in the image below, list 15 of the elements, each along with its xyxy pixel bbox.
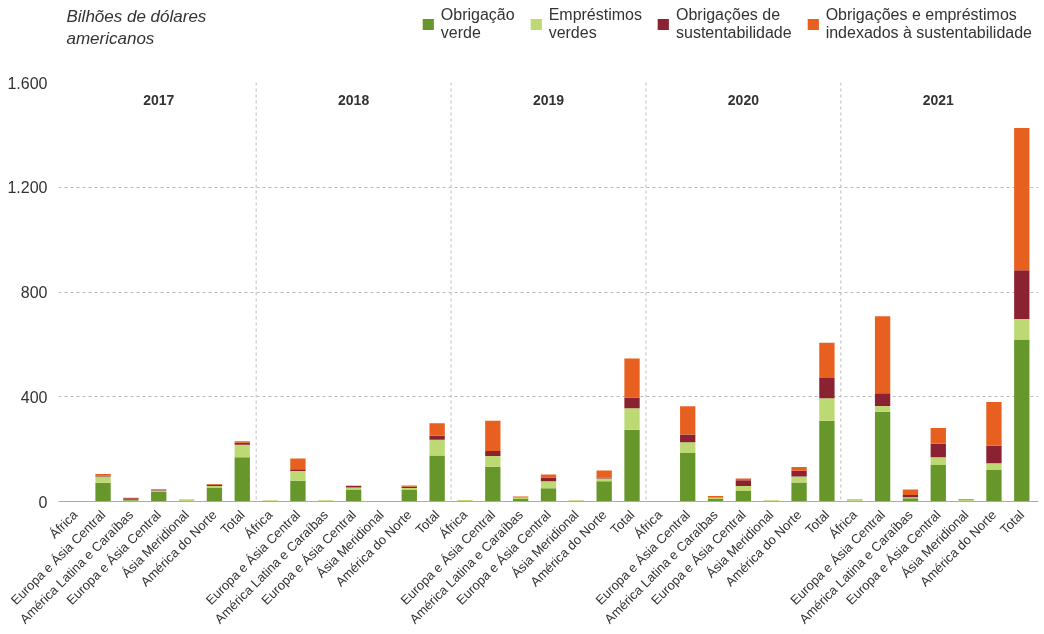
y-tick-label: 400: [20, 388, 48, 406]
y-tick-label: 1.600: [7, 74, 48, 92]
y-tick-label: 1.200: [7, 179, 48, 197]
annotation: 2020: [727, 91, 760, 108]
y-tick-label: 800: [20, 284, 48, 301]
annotation: 2017: [143, 91, 175, 108]
annotation: 2021: [922, 91, 955, 108]
annotation: 2019: [532, 91, 565, 108]
legend-label: Obrigação verde: [440, 6, 515, 42]
annotation: 2018: [338, 91, 370, 108]
legend-label: Obrigações e empréstimos indexados à sustentabilidade: [825, 6, 1032, 42]
y-axis-title: Bilhões de dólares americanos: [66, 6, 207, 49]
legend-label: Obrigações de sustentabilidade: [675, 6, 792, 42]
y-tick-label: 0: [38, 493, 48, 511]
legend-label: Empréstimos verdes: [548, 6, 642, 42]
